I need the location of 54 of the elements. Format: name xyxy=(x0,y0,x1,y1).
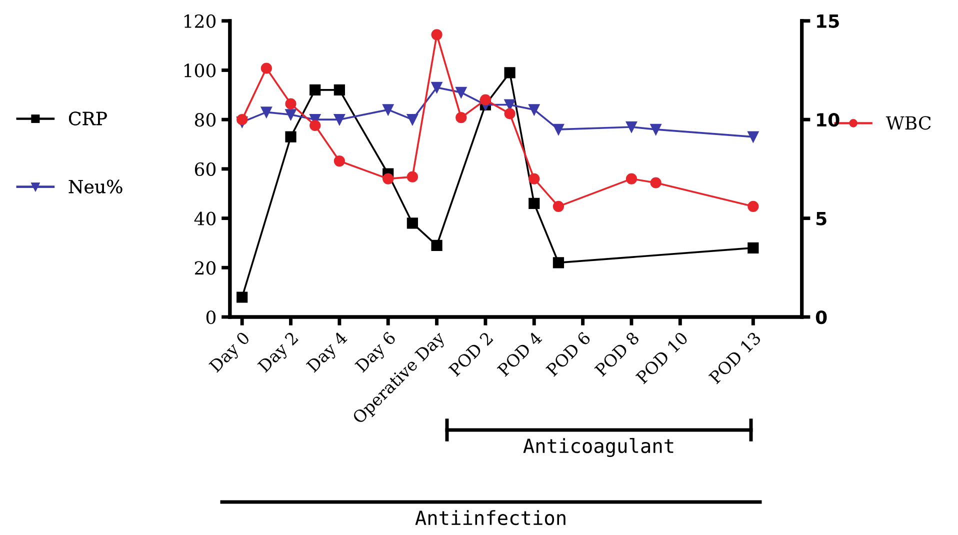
point xyxy=(310,84,321,96)
point xyxy=(748,131,759,142)
point xyxy=(748,242,759,254)
y-tick-label: 40 xyxy=(194,212,216,226)
point xyxy=(236,114,248,126)
point xyxy=(552,200,564,212)
text: Anticoagulant xyxy=(523,438,674,458)
point xyxy=(382,173,394,184)
point xyxy=(626,173,638,184)
point xyxy=(431,82,442,94)
point xyxy=(406,218,418,229)
point xyxy=(552,257,564,268)
point xyxy=(431,240,442,251)
y2-tick-label: 10 xyxy=(817,113,840,127)
point xyxy=(260,62,272,74)
legend-label: Neu% xyxy=(68,180,122,194)
point xyxy=(528,198,540,210)
point xyxy=(406,114,418,126)
point xyxy=(748,200,759,212)
y2-tick-label: 0 xyxy=(816,310,827,324)
point xyxy=(236,292,248,303)
point xyxy=(626,121,638,133)
text: Antiinfection xyxy=(415,510,566,526)
y2-tick-label: 15 xyxy=(817,14,839,28)
point xyxy=(456,86,467,98)
point xyxy=(406,171,418,182)
point xyxy=(528,173,540,184)
y-tick-label: 60 xyxy=(194,162,216,176)
y-tick-label: 100 xyxy=(184,64,216,78)
y2-tick-label: 5 xyxy=(816,212,826,226)
point xyxy=(260,106,272,118)
point xyxy=(285,98,296,110)
point xyxy=(334,114,345,126)
point xyxy=(310,120,321,132)
legend-label: WBC xyxy=(886,116,931,130)
y-tick-label: 80 xyxy=(194,113,216,127)
point xyxy=(552,124,564,135)
point xyxy=(528,104,540,116)
legend-label: CRP xyxy=(68,112,107,126)
point xyxy=(650,177,662,188)
point xyxy=(285,109,296,120)
point xyxy=(650,124,662,135)
point xyxy=(382,104,394,116)
point xyxy=(334,84,345,96)
point xyxy=(334,155,345,167)
point xyxy=(431,29,442,40)
y-tick-label: 120 xyxy=(184,14,216,28)
point xyxy=(504,108,516,120)
y-tick-label: 20 xyxy=(194,261,216,275)
point xyxy=(504,67,516,78)
point xyxy=(480,94,492,106)
point xyxy=(456,112,467,124)
y-tick-label: 0 xyxy=(206,310,216,324)
point xyxy=(285,131,296,142)
